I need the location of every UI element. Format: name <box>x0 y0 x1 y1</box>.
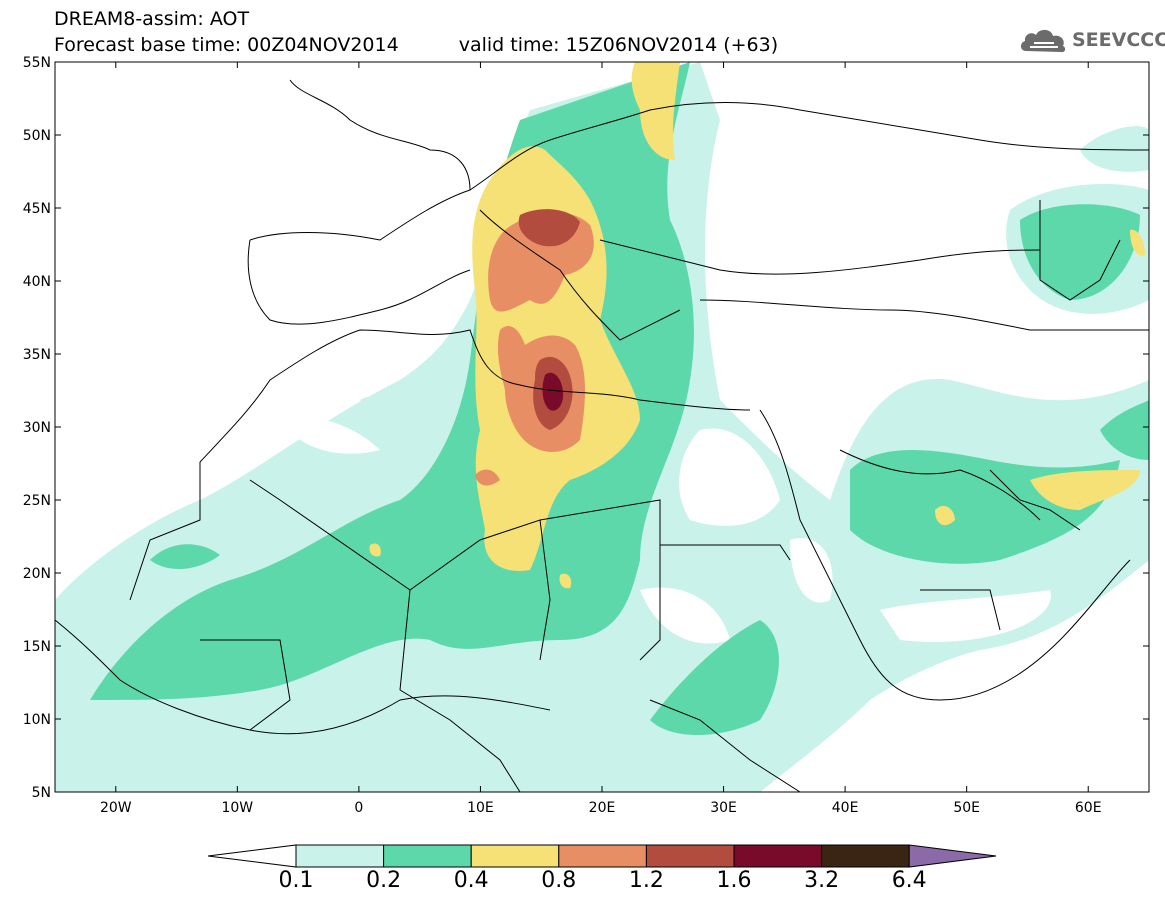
lat-tick-label: 25N <box>23 493 51 509</box>
lat-tick-label: 50N <box>23 128 51 144</box>
lon-tick-label: 0 <box>354 800 363 816</box>
legend-swatch <box>383 844 472 868</box>
coastlines-borders <box>55 79 1149 792</box>
latitude-axis: 5N 10N 15N 20N 25N 30N 35N 40N 45N 50N 55N <box>23 55 1149 801</box>
lat-tick-label: 55N <box>23 55 51 71</box>
legend-arrow-high <box>908 844 997 868</box>
aot-contour-1-6 <box>542 372 564 411</box>
lon-tick-label: 50E <box>953 800 980 816</box>
legend-value-label: 6.4 <box>891 868 927 893</box>
legend-value-label: 1.6 <box>716 868 752 893</box>
lon-tick-label: 40E <box>832 800 859 816</box>
seevccc-logo: SEEVCCC <box>1018 25 1165 55</box>
lat-tick-label: 5N <box>32 785 51 801</box>
map-title: DREAM8-assim: AOT <box>54 8 250 30</box>
forecast-times: Forecast base time: 00Z04NOV2014 valid ti… <box>54 35 778 55</box>
lon-tick-label: 60E <box>1075 800 1102 816</box>
lon-tick-label: 30E <box>710 800 737 816</box>
valid-time: valid time: 15Z06NOV2014 (+63) <box>458 34 779 56</box>
legend-value-label: 3.2 <box>804 868 840 893</box>
legend-value-label: 0.1 <box>278 868 314 893</box>
lon-tick-label: 20W <box>100 800 132 816</box>
logo-text: SEEVCCC <box>1072 29 1165 51</box>
legend-labels: 0.1 0.2 0.4 0.8 1.2 1.6 3.2 6.4 <box>0 868 1165 898</box>
legend-value-label: 0.4 <box>453 868 489 893</box>
lat-tick-label: 40N <box>23 274 51 290</box>
legend-swatch <box>558 844 647 868</box>
legend-value-label: 1.2 <box>628 868 664 893</box>
color-legend <box>207 844 997 868</box>
cloud-icon <box>1020 29 1066 53</box>
lat-tick-label: 15N <box>23 639 51 655</box>
lon-tick-label: 20E <box>589 800 616 816</box>
legend-value-label: 0.2 <box>366 868 402 893</box>
lat-tick-label: 35N <box>23 347 51 363</box>
base-time: Forecast base time: 00Z04NOV2014 <box>54 34 399 56</box>
legend-value-label: 0.8 <box>541 868 577 893</box>
legend-swatch <box>645 844 735 868</box>
legend-arrow-low <box>207 844 297 868</box>
lat-tick-label: 10N <box>23 712 51 728</box>
legend-swatch <box>295 844 385 868</box>
legend-swatch <box>821 844 910 868</box>
legend-swatch <box>470 844 560 868</box>
lat-tick-label: 30N <box>23 420 51 436</box>
lon-tick-label: 10W <box>221 800 253 816</box>
legend-swatch <box>733 844 823 868</box>
lat-tick-label: 20N <box>23 566 51 582</box>
lon-tick-label: 10E <box>467 800 494 816</box>
longitude-axis: 20W 10W 0 10E 20E 30E 40E 50E 60E <box>100 62 1102 816</box>
lat-tick-label: 45N <box>23 201 51 217</box>
